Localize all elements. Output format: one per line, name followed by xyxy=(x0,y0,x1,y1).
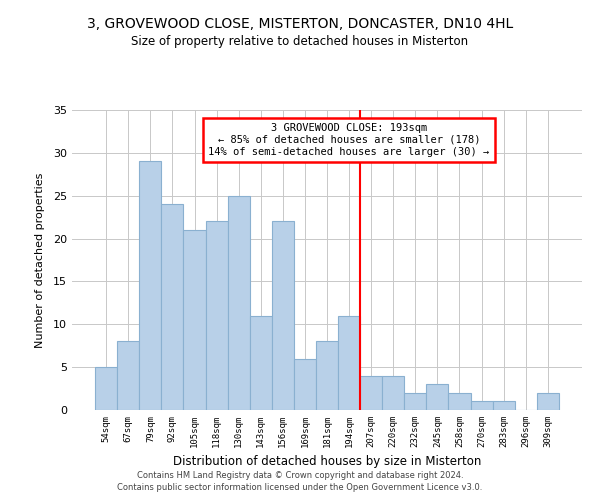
Text: 3 GROVEWOOD CLOSE: 193sqm
← 85% of detached houses are smaller (178)
14% of semi: 3 GROVEWOOD CLOSE: 193sqm ← 85% of detac… xyxy=(208,124,490,156)
Bar xyxy=(338,316,360,410)
Text: 3, GROVEWOOD CLOSE, MISTERTON, DONCASTER, DN10 4HL: 3, GROVEWOOD CLOSE, MISTERTON, DONCASTER… xyxy=(87,18,513,32)
Bar xyxy=(227,196,250,410)
Bar xyxy=(272,222,294,410)
Bar xyxy=(382,376,404,410)
Bar xyxy=(427,384,448,410)
Bar xyxy=(294,358,316,410)
Y-axis label: Number of detached properties: Number of detached properties xyxy=(35,172,44,348)
Bar xyxy=(250,316,272,410)
Bar xyxy=(360,376,382,410)
X-axis label: Distribution of detached houses by size in Misterton: Distribution of detached houses by size … xyxy=(173,456,481,468)
Bar xyxy=(95,367,117,410)
Bar xyxy=(139,162,161,410)
Bar xyxy=(206,222,227,410)
Bar xyxy=(184,230,206,410)
Bar xyxy=(537,393,559,410)
Text: Size of property relative to detached houses in Misterton: Size of property relative to detached ho… xyxy=(131,35,469,48)
Text: Contains HM Land Registry data © Crown copyright and database right 2024.: Contains HM Land Registry data © Crown c… xyxy=(137,472,463,480)
Bar xyxy=(161,204,184,410)
Bar xyxy=(448,393,470,410)
Bar xyxy=(470,402,493,410)
Bar xyxy=(316,342,338,410)
Bar xyxy=(493,402,515,410)
Text: Contains public sector information licensed under the Open Government Licence v3: Contains public sector information licen… xyxy=(118,483,482,492)
Bar xyxy=(117,342,139,410)
Bar xyxy=(404,393,427,410)
